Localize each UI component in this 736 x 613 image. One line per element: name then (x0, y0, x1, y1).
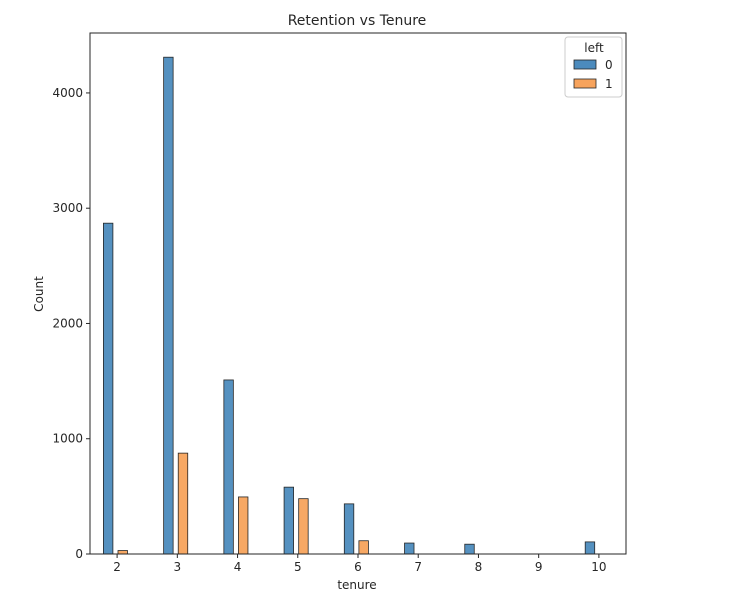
x-tick-label: 8 (475, 560, 483, 574)
x-tick-label: 10 (591, 560, 606, 574)
y-axis-label: Count (32, 276, 46, 312)
legend-label-0: 0 (605, 58, 613, 72)
x-axis: 2 3 4 5 6 7 8 9 10 (113, 554, 607, 574)
bar-left-1-tenure-2 (117, 550, 128, 555)
y-tick-label: 2000 (52, 316, 83, 330)
bar-left-0-tenure-2 (103, 222, 114, 555)
y-tick-label: 3000 (52, 201, 83, 215)
x-tick-label: 3 (174, 560, 182, 574)
legend-items: 01 (573, 58, 613, 91)
bar-left-0-tenure-10 (584, 541, 596, 555)
chart-title: Retention vs Tenure (288, 13, 427, 29)
x-tick-label: 2 (113, 560, 121, 574)
bar-left-1-tenure-4 (238, 496, 249, 555)
bar-left-0-tenure-4 (223, 379, 234, 555)
y-tick-label: 4000 (52, 86, 83, 100)
bar-left-0-tenure-8 (464, 543, 475, 555)
x-tick-label: 6 (354, 560, 362, 574)
x-tick-label: 9 (535, 560, 543, 574)
legend-swatch-0 (573, 59, 597, 70)
bar-left-1-tenure-3 (177, 452, 189, 555)
legend: left 01 (564, 36, 623, 98)
x-tick-label: 4 (234, 560, 242, 574)
bar-left-0-tenure-7 (404, 542, 415, 555)
bar-left-0-tenure-5 (283, 486, 294, 555)
bar-left-1-tenure-6 (358, 540, 369, 555)
bars-layer (103, 56, 596, 555)
x-tick-label: 5 (294, 560, 302, 574)
legend-swatch-1 (573, 78, 597, 89)
bar-left-1-tenure-5 (298, 498, 309, 555)
legend-title: left (584, 41, 604, 55)
y-tick-label: 0 (75, 547, 83, 561)
x-tick-label: 7 (414, 560, 422, 574)
x-axis-label: tenure (337, 578, 376, 592)
bar-left-0-tenure-6 (343, 503, 355, 555)
bar-left-0-tenure-3 (163, 56, 174, 555)
y-tick-label: 1000 (52, 432, 83, 446)
y-axis: 0 1000 2000 3000 4000 (52, 86, 90, 561)
legend-label-1: 1 (605, 77, 613, 91)
